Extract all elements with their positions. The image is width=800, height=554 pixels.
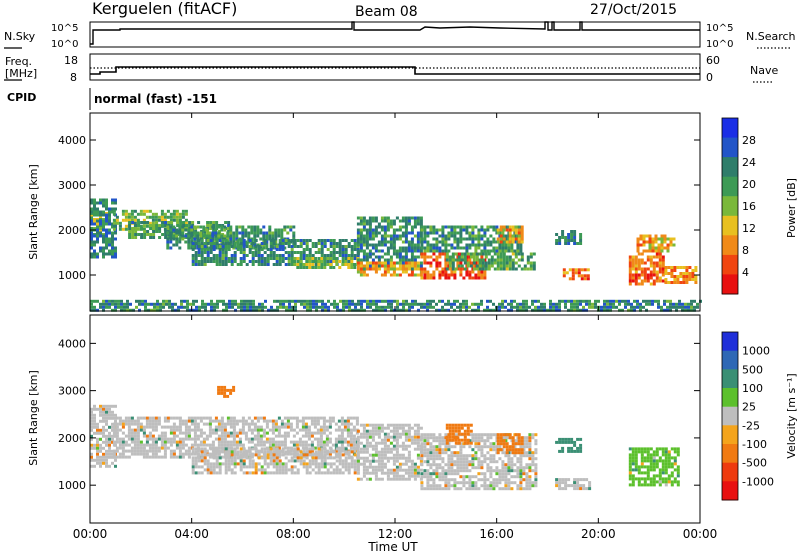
power-heatmap [90,198,702,312]
power-region-12 [496,225,524,244]
power-region-8 [356,261,423,277]
velocity-colorbar-tick-4: -25 [742,419,760,432]
velocity-region-10 [217,385,236,398]
velocity-ytick-label-1: 3000 [58,385,86,398]
power-colorbar-swatch-7 [722,254,738,275]
x-tick-label-4: 16:00 [479,527,514,541]
velocity-colorbar-swatch-0 [722,332,738,352]
power-colorbar-tick-0: 28 [742,134,756,147]
velocity-ytick-label-2: 2000 [58,432,86,445]
power-region-1 [90,198,117,259]
velocity-region-7 [555,478,592,491]
velocity-region-9 [628,447,680,487]
power-colorbar-swatch-1 [722,137,738,158]
power-colorbar-swatch-5 [722,215,738,236]
power-region-13 [555,230,583,245]
x-tick-label-3: 12:00 [378,527,413,541]
noise-sky-line [90,21,700,45]
freq-line [90,66,700,75]
power-region-5 [191,239,360,266]
power-ylabel: Slant Range [km] [27,164,40,260]
power-colorbar-tick-4: 12 [742,222,756,235]
freq-right-tick-top: 60 [706,54,720,67]
velocity-colorbar-swatch-2 [722,369,738,389]
velocity-region-8 [555,437,583,453]
velocity-colorbar-swatch-4 [722,406,738,426]
power-region-6 [293,257,360,269]
power-region-17 [636,234,676,253]
noise-right-tick-bottom: 10^0 [706,39,733,50]
power-region-16 [664,266,698,284]
velocity-colorbar-label: Velocity [m s⁻¹] [785,373,798,458]
freq-right-tick-bottom: 0 [706,71,713,84]
x-axis-label: Time UT [367,540,418,554]
power-colorbar-tick-2: 20 [742,178,756,191]
velocity-region-6 [496,433,524,455]
power-ytick-label-1: 3000 [58,179,86,192]
velocity-ytick-label-3: 1000 [58,479,86,492]
velocity-colorbar-swatch-8 [722,481,738,501]
power-colorbar-label: Power [dB] [785,178,798,238]
noise-right-label: N.Search [746,30,796,43]
velocity-colorbar-swatch-6 [722,444,738,464]
velocity-region-2 [191,447,360,475]
power-colorbar-swatch-2 [722,157,738,178]
velocity-heatmap [90,385,680,491]
velocity-colorbar-swatch-5 [722,425,738,445]
power-colorbar-swatch-8 [722,274,738,295]
freq-panel-frame [89,53,701,81]
velocity-colorbar-tick-5: -100 [742,438,767,451]
power-colorbar-tick-6: 4 [742,266,749,279]
freq-label-line2: [MHz] [5,67,37,80]
cpid-value: normal (fast) -151 [94,92,217,106]
velocity-colorbar-tick-7: -1000 [742,475,774,488]
freq-left-tick-bottom: 8 [70,71,77,84]
freq-right-label: Nave [750,64,778,77]
x-tick-label-1: 04:00 [174,527,209,541]
x-tick-label-5: 20:00 [581,527,616,541]
power-colorbar-tick-3: 16 [742,200,756,213]
velocity-colorbar-swatch-7 [722,462,738,482]
velocity-region-5 [445,423,473,445]
freq-label-line1: Freq. [5,55,32,68]
power-ytick-label-3: 1000 [58,269,86,282]
cpid-label: CPID [7,91,36,104]
velocity-colorbar-tick-0: 1000 [742,345,770,358]
power-ytick-label-0: 4000 [58,134,86,147]
velocity-ylabel: Slant Range [km] [27,370,40,466]
velocity-ytick-label-0: 4000 [58,337,86,350]
velocity-region-3 [356,423,423,481]
power-region-14 [562,268,590,281]
x-tick-label-2: 08:00 [276,527,311,541]
velocity-colorbar-tick-6: -500 [742,457,767,470]
station-title: Kerguelen (fitACF) [92,0,237,18]
velocity-colorbar-swatch-1 [722,350,738,370]
power-colorbar-swatch-4 [722,196,738,217]
power-region-15 [628,252,665,286]
noise-right-tick-top: 10^5 [706,23,733,34]
velocity-colorbar-swatch-3 [722,388,738,408]
velocity-colorbar-tick-1: 500 [742,363,763,376]
noise-left-tick-bottom: 10^0 [51,39,78,50]
x-tick-label-0: 00:00 [73,527,108,541]
velocity-colorbar-tick-3: 25 [742,401,756,414]
power-panel-frame [89,112,701,312]
power-ytick-label-2: 2000 [58,224,86,237]
noise-left-label: N.Sky [4,30,36,43]
noise-panel-frame [89,21,701,48]
velocity-colorbar-tick-2: 100 [742,382,763,395]
x-tick-label-6: 00:00 [683,527,718,541]
beam-title: Beam 08 [355,4,418,20]
power-colorbar-swatch-3 [722,176,738,197]
date-title: 27/Oct/2015 [590,2,677,18]
noise-left-tick-top: 10^5 [51,23,78,34]
freq-left-tick-top: 18 [64,54,78,67]
power-region-18 [90,299,702,312]
power-colorbar-swatch-6 [722,235,738,256]
power-colorbar-tick-1: 24 [742,156,756,169]
power-region-11 [445,252,536,271]
power-colorbar-swatch-0 [722,118,738,139]
power-colorbar-tick-5: 8 [742,244,749,257]
